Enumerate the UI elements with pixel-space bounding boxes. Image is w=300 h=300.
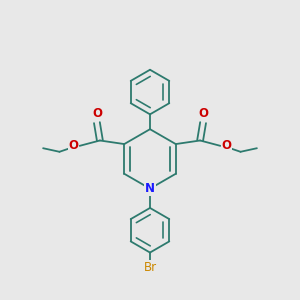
Text: O: O — [68, 139, 79, 152]
Text: N: N — [145, 182, 155, 195]
Text: O: O — [221, 139, 232, 152]
Text: O: O — [92, 107, 102, 120]
Text: O: O — [198, 107, 208, 120]
Text: Br: Br — [143, 261, 157, 274]
